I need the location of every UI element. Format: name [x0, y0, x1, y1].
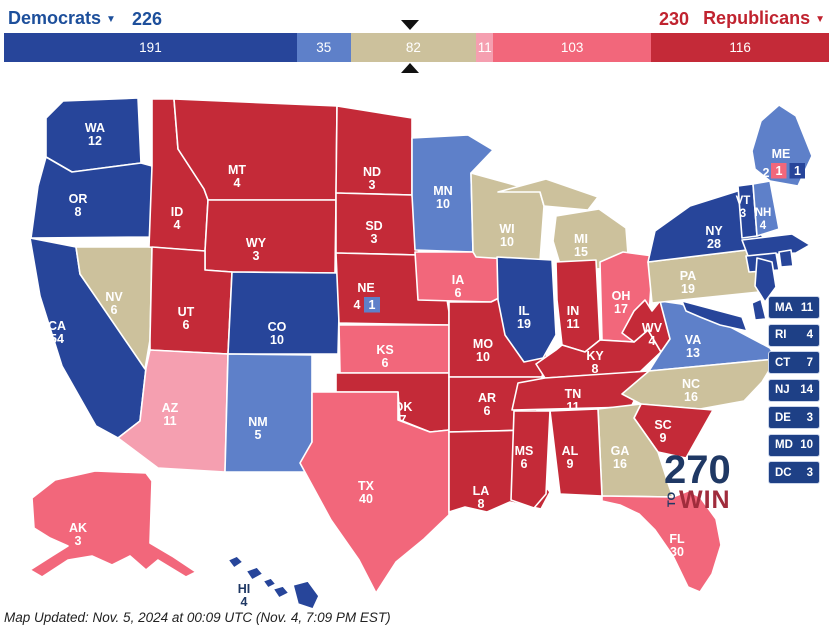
republicans-header: 230 Republicans ▼ — [659, 8, 825, 30]
sidebar-state-NJ[interactable]: NJ 14 — [768, 378, 820, 402]
state-IA[interactable] — [414, 251, 510, 303]
sidebar-state-abbr: CT — [775, 356, 791, 369]
state-NH[interactable] — [752, 180, 780, 237]
state-RI[interactable] — [778, 249, 794, 268]
state-AL[interactable] — [549, 408, 603, 497]
state-NJ[interactable] — [754, 257, 777, 303]
bar-segment-likely-rep: 103 — [493, 33, 652, 62]
tipping-point-marker-bottom — [401, 63, 419, 73]
state-ND[interactable] — [335, 105, 413, 196]
sidebar-state-abbr: MD — [775, 439, 793, 451]
republicans-total: 230 — [659, 9, 690, 29]
republicans-dropdown[interactable]: Republicans ▼ — [703, 8, 825, 30]
sidebar-state-CT[interactable]: CT 7 — [768, 351, 820, 374]
bar-segment-safe-rep: 116 — [651, 33, 830, 62]
state-TX[interactable] — [299, 391, 450, 594]
state-FL[interactable] — [601, 490, 722, 593]
sidebar-state-ev: 11 — [800, 301, 813, 314]
state-KS[interactable] — [338, 324, 450, 374]
sidebar-state-DC[interactable]: DC 3 — [768, 461, 820, 484]
logo-win-text: WIN — [679, 486, 731, 514]
logo-towin-row: TO WIN — [666, 488, 774, 513]
state-label-HI: HI 4 — [238, 582, 251, 609]
democrats-label: Democrats — [8, 8, 102, 28]
district-NE-02[interactable] — [364, 297, 380, 313]
state-WA[interactable] — [45, 97, 142, 173]
bar-segment-tossup: 82 — [350, 33, 477, 62]
democrats-dropdown[interactable]: Democrats ▼ — [8, 8, 116, 30]
sidebar-state-ev: 14 — [800, 384, 813, 396]
sidebar-state-MA[interactable]: MA 11 — [768, 296, 820, 319]
state-AK[interactable] — [29, 470, 197, 578]
state-MA[interactable] — [741, 233, 811, 257]
logo-to-text: TO — [666, 491, 678, 507]
state-MS[interactable] — [510, 410, 551, 509]
state-DE[interactable] — [751, 298, 767, 321]
democrats-header: Democrats ▼ 226 — [8, 8, 162, 30]
state-SD[interactable] — [335, 192, 420, 256]
sidebar-state-RI[interactable]: RI 4 — [768, 323, 820, 347]
sidebar-state-ev: 3 — [806, 411, 813, 424]
tipping-point-marker-top — [401, 20, 419, 30]
sidebar-state-ev: 7 — [806, 356, 813, 369]
sidebar-state-abbr: DC — [775, 466, 792, 479]
state-IN[interactable] — [555, 259, 601, 353]
chevron-down-icon: ▼ — [106, 14, 116, 25]
sidebar-state-abbr: NJ — [775, 384, 790, 396]
header: Democrats ▼ 226 230 Republicans ▼ — [8, 8, 825, 30]
state-WY[interactable] — [204, 199, 337, 274]
sidebar-state-ev: 4 — [806, 329, 813, 341]
270towin-logo: 270 TO WIN — [664, 450, 774, 513]
sidebar-state-abbr: DE — [775, 411, 791, 424]
state-NM[interactable] — [224, 353, 313, 473]
sidebar-state-ev: 10 — [800, 439, 813, 451]
bar-segment-safe-dem: 191 — [4, 33, 297, 62]
map-updated-note: Map Updated: Nov. 5, 2024 at 00:09 UTC (… — [4, 610, 391, 625]
sidebar-state-abbr: MA — [775, 301, 793, 314]
democrats-total: 226 — [131, 9, 162, 29]
electoral-vote-bar: 191 35 82 11 103 116 — [4, 33, 830, 62]
state-MD[interactable] — [681, 300, 748, 332]
sidebar-state-DE[interactable]: DE 3 — [768, 406, 820, 429]
state-OR[interactable] — [30, 156, 157, 239]
district-ME-02[interactable] — [771, 163, 787, 179]
state-NV[interactable] — [75, 246, 153, 370]
state-CO[interactable] — [227, 271, 341, 355]
logo-270-text: 270 — [664, 448, 731, 492]
state-IL[interactable] — [496, 256, 557, 363]
bar-segment-likely-dem: 35 — [296, 33, 351, 62]
state-HI[interactable] — [227, 555, 320, 610]
chevron-down-icon: ▼ — [815, 14, 825, 25]
sidebar-state-MD[interactable]: MD 10 — [768, 433, 820, 457]
sidebar-state-ev: 3 — [806, 466, 813, 479]
bar-segment-lean-rep: 11 — [476, 33, 494, 62]
sidebar-state-abbr: RI — [775, 329, 787, 341]
district-ME-01[interactable] — [789, 163, 806, 179]
republicans-label: Republicans — [703, 8, 811, 28]
